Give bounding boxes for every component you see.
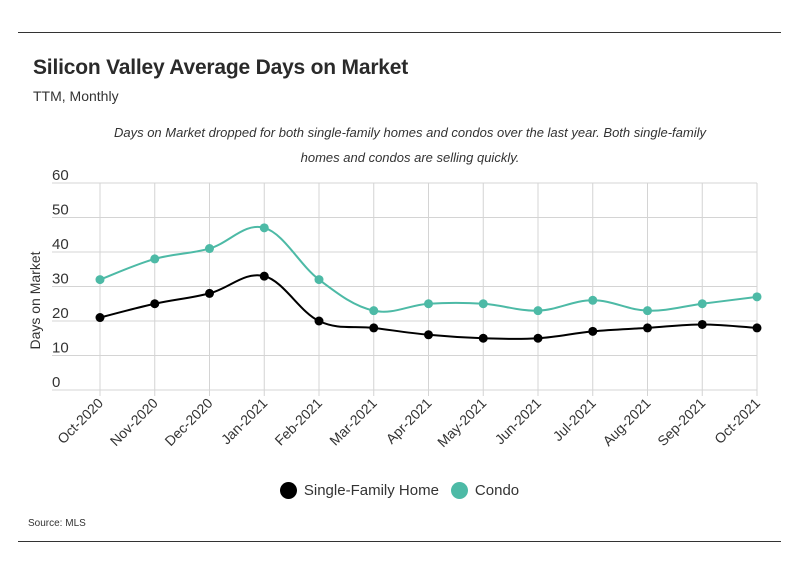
x-tick-label: Aug-2021 [599,395,653,449]
x-tick-label: Nov-2020 [107,395,161,449]
data-point-single-family-home [588,326,598,336]
data-point-condo [752,292,762,302]
data-point-single-family-home [478,333,488,343]
legend-item-single-family-home: Single-Family Home [279,482,439,499]
legend-swatch [279,482,297,499]
legend-item-condo: Condo [450,482,520,499]
x-tick-label: Jul-2021 [550,395,599,444]
data-point-condo [588,295,598,305]
y-axis-label: Days on Market [27,251,43,349]
data-point-condo [533,306,543,316]
y-tick-label: 50 [52,202,69,219]
legend-swatch [450,482,468,499]
top-rule [18,32,781,33]
data-point-condo [150,254,160,264]
data-point-single-family-home [424,330,433,340]
y-tick-label: 30 [52,271,69,288]
y-tick-label: 0 [52,374,60,391]
legend-label: Condo [474,482,520,499]
data-point-single-family-home [697,319,707,329]
data-point-single-family-home [752,323,762,333]
y-tick-label: 10 [52,340,69,357]
x-tick-label: May-2021 [434,395,489,450]
x-tick-label: Oct-2020 [54,395,106,447]
data-point-single-family-home [95,313,105,323]
data-point-condo [643,306,652,316]
x-tick-label: Dec-2020 [161,395,215,449]
x-tick-label: Apr-2021 [383,395,435,447]
data-point-single-family-home [205,288,214,298]
data-point-single-family-home [369,323,379,333]
data-point-condo [205,244,214,254]
data-point-single-family-home [643,323,652,333]
x-tick-label: Oct-2021 [711,395,763,447]
data-point-single-family-home [150,299,160,309]
data-point-single-family-home [259,271,269,281]
x-tick-label: Jan-2021 [218,395,271,448]
data-point-condo [424,299,433,309]
x-tick-label: Mar-2021 [326,395,380,449]
chart-title: Silicon Valley Average Days on Market [33,56,409,79]
data-point-condo [95,275,105,285]
chart-subtitle: TTM, Monthly [33,88,119,104]
data-point-single-family-home [533,333,543,343]
x-tick-label: Sep-2021 [654,395,708,449]
data-point-condo [478,299,488,309]
bottom-rule [18,541,781,542]
chart-annotation: Days on Market dropped for both single-f… [100,120,720,170]
data-point-condo [369,306,379,316]
source-note: Source: MLS [28,518,86,529]
chart-legend: Single-Family Home Condo [0,482,799,503]
annotation-line-1: Days on Market dropped for both single-f… [113,125,707,140]
x-tick-label: Feb-2021 [271,395,325,449]
data-point-condo [259,223,269,233]
legend-label: Single-Family Home [303,482,439,499]
data-point-single-family-home [314,316,324,326]
data-point-condo [314,275,324,285]
y-tick-label: 20 [52,305,69,322]
y-tick-label: 60 [52,167,69,184]
data-point-condo [697,299,707,309]
x-tick-label: Jun-2021 [492,395,545,448]
annotation-line-2: homes and condos are selling quickly. [300,150,520,165]
y-tick-label: 40 [52,236,69,253]
